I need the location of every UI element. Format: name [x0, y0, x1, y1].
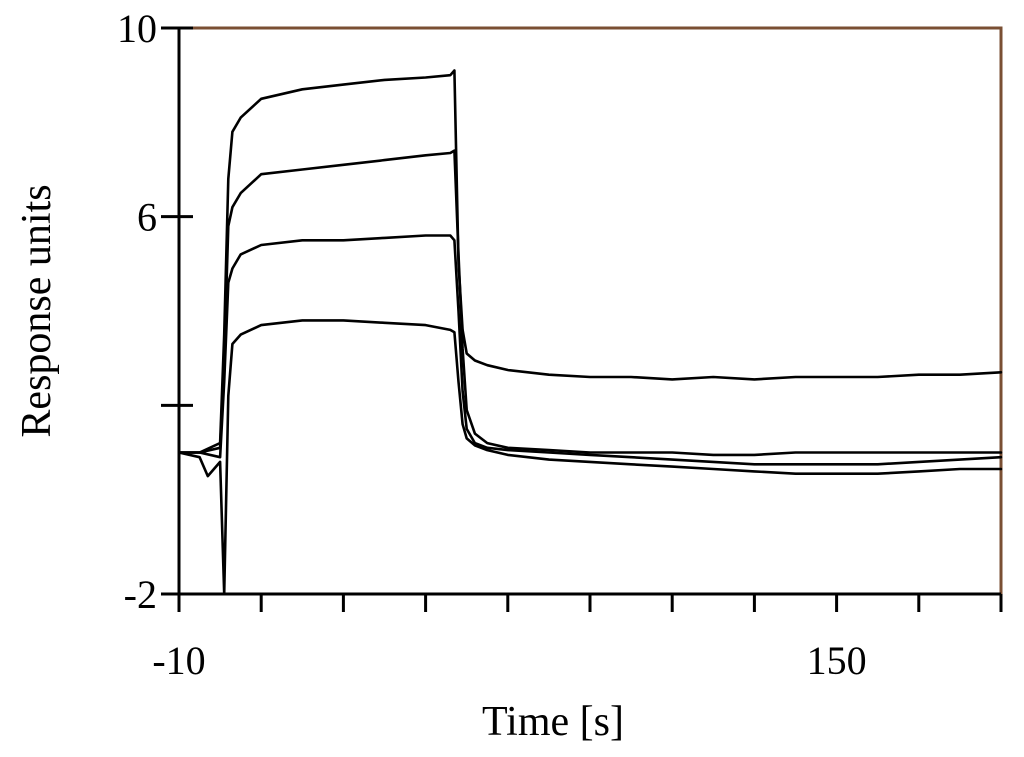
tick-labels: -10 150 -2 6 10	[117, 6, 867, 683]
axis-ticks	[161, 26, 1003, 612]
data-traces	[177, 69, 1003, 596]
response-trace-2	[177, 149, 1003, 457]
x-tick-label-1: 150	[807, 638, 867, 683]
y-axis-label: Response units	[14, 184, 60, 437]
y-tick-label-2: 10	[117, 6, 157, 51]
x-axis-label: Time [s]	[482, 699, 624, 745]
y-tick-label-1: 6	[137, 195, 157, 240]
plot-frame	[177, 26, 1003, 596]
response-trace-3	[177, 234, 1003, 466]
y-tick-label-0: -2	[124, 572, 157, 617]
response-trace-1	[177, 69, 1003, 454]
response-trace-4	[177, 319, 1003, 596]
x-tick-label-0: -10	[152, 638, 205, 683]
